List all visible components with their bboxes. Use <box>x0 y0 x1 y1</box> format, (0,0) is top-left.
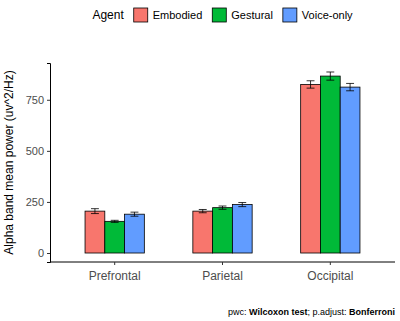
tick-label: 0 <box>38 247 44 259</box>
error-bar <box>346 83 354 90</box>
tick-label: 250 <box>26 196 44 208</box>
bar <box>320 76 340 253</box>
tick-mark <box>47 253 50 254</box>
bar <box>301 84 321 253</box>
bar <box>105 221 125 253</box>
tick-mark <box>222 262 223 265</box>
tick: Occipital <box>307 262 353 283</box>
tick: 250 <box>26 196 50 208</box>
bar <box>213 208 233 253</box>
error-bar <box>326 72 334 80</box>
caption: pwc: Wilcoxon test; p.adjust: Bonferroni <box>228 307 395 317</box>
axis-line <box>47 64 51 263</box>
legend-label: Gestural <box>231 9 273 21</box>
tick-label: Prefrontal <box>89 269 141 283</box>
tick-mark <box>47 202 50 203</box>
tick-mark <box>330 262 331 265</box>
bar <box>232 205 252 253</box>
tick: 0 <box>38 247 50 259</box>
x-axis: Prefrontal Parietal Occipital <box>50 262 395 283</box>
legend-key <box>283 8 297 22</box>
tick-mark <box>114 262 115 265</box>
tick-label: 500 <box>26 145 44 157</box>
tick: Parietal <box>202 262 243 283</box>
error-bar <box>111 220 119 222</box>
legend-label: Voice-only <box>302 9 353 21</box>
legend-title: Agent <box>92 8 124 22</box>
tick: Prefrontal <box>89 262 141 283</box>
tick-mark <box>47 151 50 152</box>
axis-title: Alpha band mean power (uv^2/Hz) <box>2 70 16 254</box>
legend-key <box>212 8 226 22</box>
error-bar <box>199 209 207 212</box>
plot-area <box>85 72 360 253</box>
chart: 0 250 500 750 Prefrontal Parietal Occipital Alp… <box>0 0 400 321</box>
legend-key <box>134 8 148 22</box>
tick: 750 <box>26 94 50 106</box>
error-bar <box>131 212 139 216</box>
bar <box>85 211 105 253</box>
error-bar <box>307 81 315 88</box>
tick-label: Parietal <box>202 269 243 283</box>
error-bar <box>91 209 99 214</box>
tick-label: Occipital <box>307 269 353 283</box>
error-bar <box>238 203 246 207</box>
legend: Agent Embodied Gestural Voice-only <box>92 8 353 22</box>
bar <box>193 211 213 253</box>
tick: 500 <box>26 145 50 157</box>
error-bar <box>219 206 227 209</box>
y-axis: 0 250 500 750 <box>26 64 51 263</box>
bar <box>340 87 360 253</box>
legend-label: Embodied <box>153 9 203 21</box>
bar <box>125 214 145 253</box>
tick-mark <box>47 100 50 101</box>
tick-label: 750 <box>26 94 44 106</box>
